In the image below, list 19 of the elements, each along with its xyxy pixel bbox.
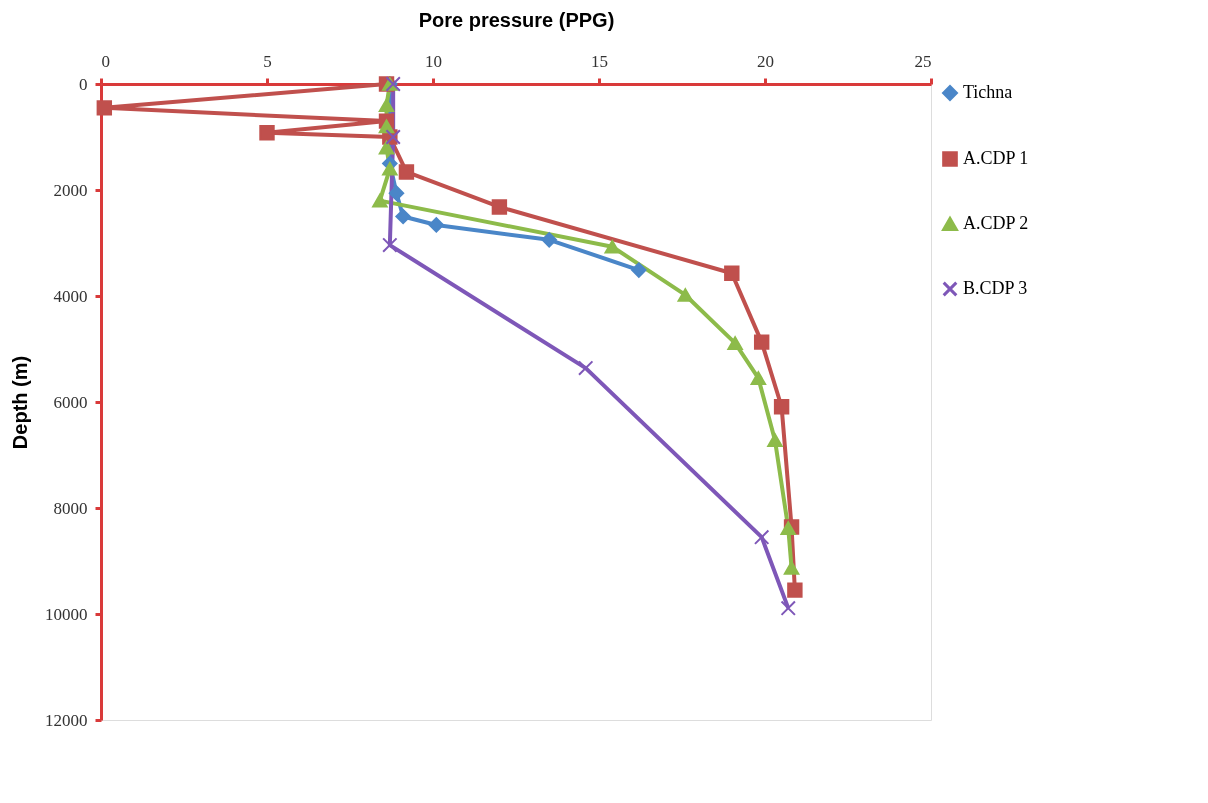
- x-tick-label: 25: [914, 51, 932, 71]
- x-tick-label: 0: [101, 51, 110, 71]
- y-tick-label: 2000: [53, 180, 88, 200]
- y-tick-label: 12000: [45, 710, 88, 730]
- x-axis-title: Pore pressure (PPG): [418, 8, 615, 31]
- legend-label: A.CDP 1: [963, 148, 1029, 168]
- y-tick-label: 0: [79, 74, 88, 94]
- y-tick-label: 10000: [45, 604, 88, 624]
- legend-label: Tichna: [963, 82, 1013, 102]
- x-tick-label: 20: [757, 51, 774, 71]
- y-tick-label: 6000: [53, 392, 88, 412]
- y-tick-label: 8000: [53, 498, 88, 518]
- y-axis-title: Depth (m): [9, 355, 31, 450]
- y-tick-label: 4000: [53, 286, 88, 306]
- x-tick-label: 10: [425, 51, 442, 71]
- legend-label: A.CDP 2: [963, 213, 1029, 233]
- x-tick-label: 15: [591, 51, 608, 71]
- legend-label: B.CDP 3: [963, 278, 1028, 298]
- x-tick-label: 5: [263, 51, 272, 71]
